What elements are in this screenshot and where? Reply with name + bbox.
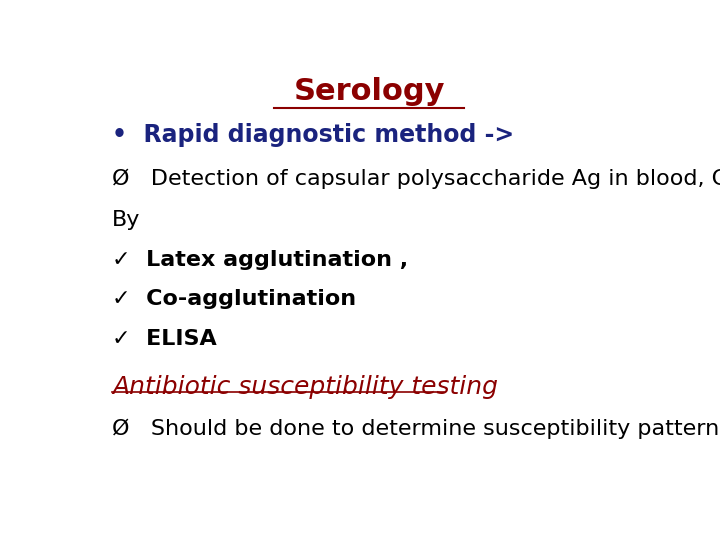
Text: Antibiotic susceptibility testing: Antibiotic susceptibility testing (112, 375, 498, 399)
Text: By: By (112, 210, 140, 231)
Text: ✓  Latex agglutination ,: ✓ Latex agglutination , (112, 250, 408, 270)
Text: •  Rapid diagnostic method ->: • Rapid diagnostic method -> (112, 123, 515, 147)
Text: ✓  Co-agglutination: ✓ Co-agglutination (112, 289, 356, 309)
Text: Serology: Serology (293, 77, 445, 106)
Text: ✓  ELISA: ✓ ELISA (112, 329, 217, 349)
Text: Ø   Should be done to determine susceptibility pattern: Ø Should be done to determine susceptibi… (112, 418, 719, 438)
Text: Ø   Detection of capsular polysaccharide Ag in blood, CSF: Ø Detection of capsular polysaccharide A… (112, 168, 720, 189)
